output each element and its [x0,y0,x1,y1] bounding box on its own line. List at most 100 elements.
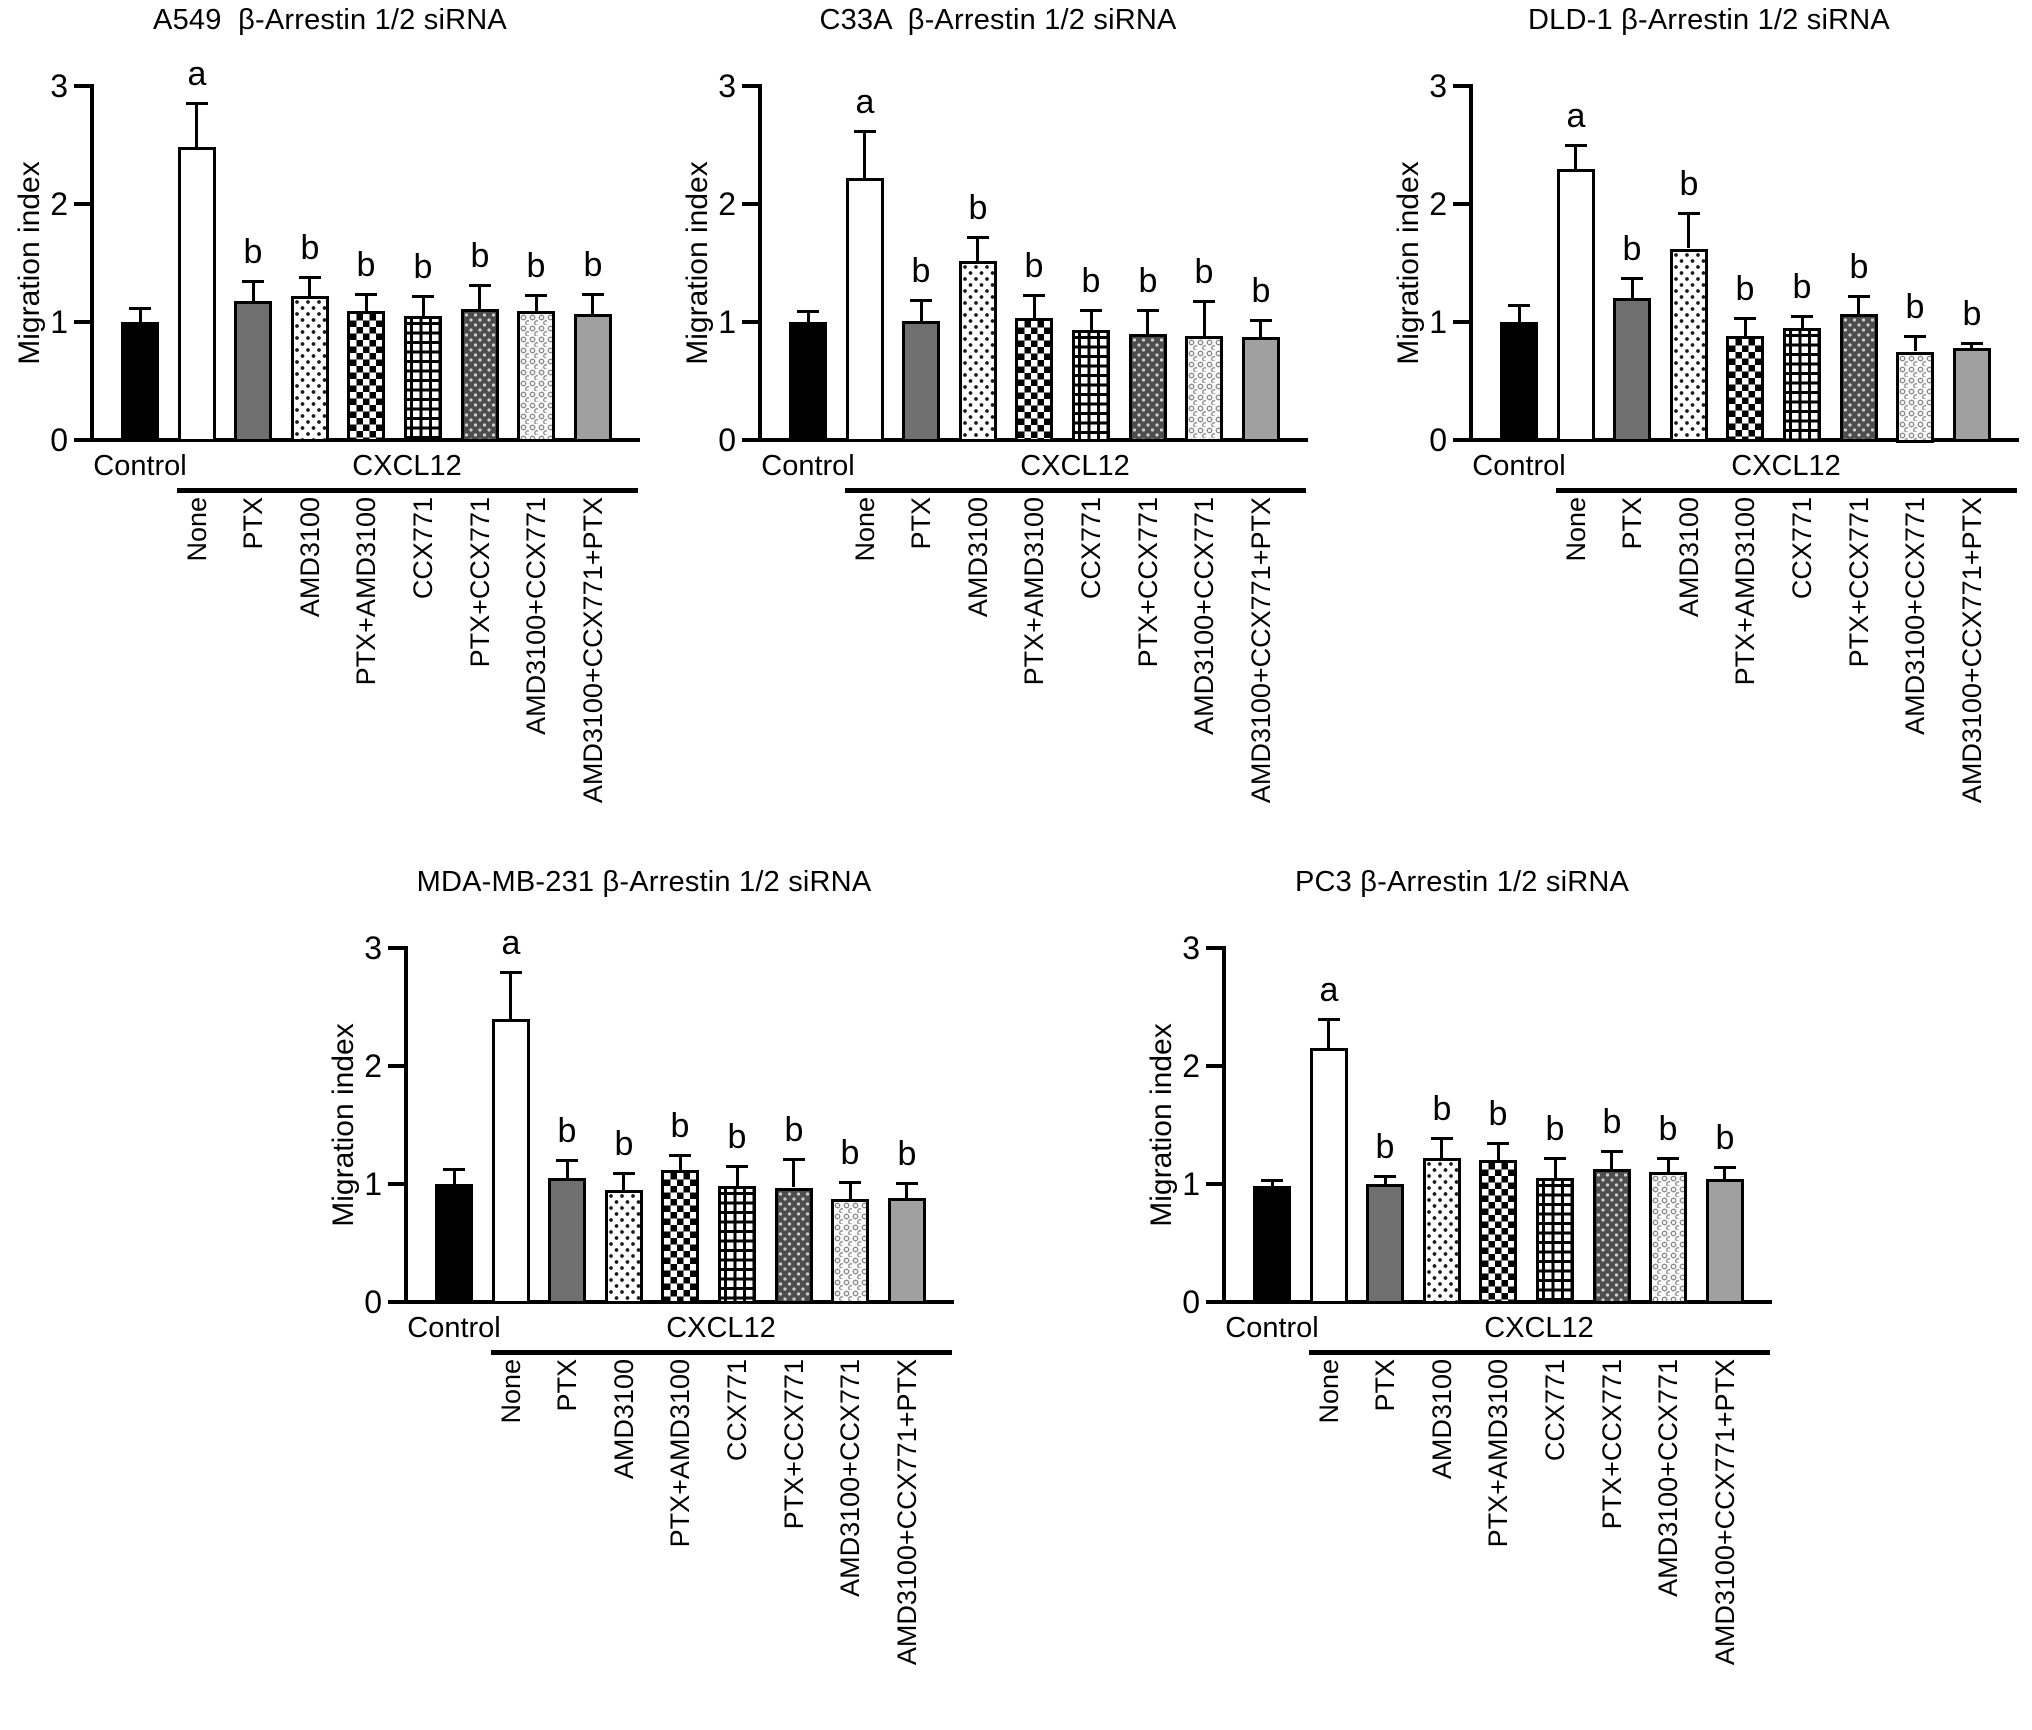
error-bar-stem [478,285,481,309]
error-bar-stem [1146,310,1149,334]
y-tick-label: 2 [364,1048,382,1084]
error-bar-cap [1023,294,1045,297]
y-tick [388,1182,404,1186]
chart-dld1: DLD-1 β-Arrestin 1/2 siRNA Migration ind… [1379,0,2032,868]
error-bar-stem [1033,295,1036,319]
error-bar-stem [1574,145,1577,169]
x-category-label: AMD3100+CCX771 [1900,497,1930,735]
error-bar-stem [1667,1158,1670,1172]
error-bar-cap [1714,1166,1736,1169]
group-label-cxcl12: CXCL12 [1484,1312,1594,1344]
error-bar-stem [566,1160,569,1178]
y-tick-label: 2 [718,186,736,222]
y-tick [1206,1182,1222,1186]
chart-title: DLD-1 β-Arrestin 1/2 siRNA [1528,4,1890,36]
error-bar-cap [500,971,522,974]
sig-letter: b [1545,1110,1565,1148]
error-bar-stem [622,1173,625,1190]
x-category-label: PTX+CCX771 [779,1359,809,1530]
error-bar-stem [1801,316,1804,328]
error-bar-cap [839,1181,861,1184]
group-label-control: Control [1472,450,1566,482]
error-bar-cap [1904,335,1926,338]
error-bar-cap [1487,1142,1509,1145]
bar [718,1186,756,1304]
bar [1613,298,1651,442]
sig-letter: b [840,1134,860,1172]
y-tick [1453,202,1469,206]
x-category-label: AMD3100+CCX771 [521,497,551,735]
sig-letter: b [1905,288,1925,326]
error-bar-stem [849,1182,852,1200]
group-label-cxcl12: CXCL12 [352,450,462,482]
y-tick-label: 3 [50,68,68,104]
error-bar-cap [582,293,604,296]
error-bar-cap [1601,1150,1623,1153]
error-bar-stem [1384,1176,1387,1184]
y-tick-label: 0 [1182,1284,1200,1320]
error-bar-cap [1137,309,1159,312]
sig-letter: b [727,1118,747,1156]
error-bar-stem [1744,318,1747,336]
bar [1366,1184,1404,1304]
bar [574,314,612,442]
group-label-cxcl12: CXCL12 [1020,450,1130,482]
y-axis-line [1222,946,1226,1304]
error-bar-stem [535,295,538,312]
bar [1649,1172,1687,1304]
error-bar-stem [1857,296,1860,314]
sig-letter: b [243,233,263,271]
error-bar-stem [1440,1138,1443,1158]
error-bar-cap [1080,309,1102,312]
sig-letter: b [784,1111,804,1149]
chart-a549: A549 β-Arrestin 1/2 siRNA Migration inde… [0,0,660,868]
error-bar-cap [1250,319,1272,322]
error-bar-stem [1914,336,1917,351]
error-bar-stem [252,281,255,301]
x-category-label: PTX+AMD3100 [1483,1359,1513,1548]
error-bar-stem [308,277,311,296]
x-category-label: None [850,497,880,562]
x-category-label: AMD3100+CCX771 [1653,1359,1683,1597]
sig-letter: a [501,924,521,962]
bar [1479,1160,1517,1304]
y-tick-label: 2 [50,186,68,222]
error-bar-cap [186,102,208,105]
y-tick-label: 0 [718,422,736,458]
y-tick-label: 0 [364,1284,382,1320]
sig-letter: b [968,189,988,227]
bar [1896,352,1934,443]
x-category-label: AMD3100 [963,497,993,618]
bar [1242,337,1280,442]
error-bar-stem [679,1155,682,1170]
error-bar-stem [1723,1167,1726,1179]
sig-letter: b [557,1112,577,1150]
error-bar-cap [1565,144,1587,147]
bar [435,1184,473,1304]
y-tick-label: 3 [718,68,736,104]
x-category-label: AMD3100+CCX771 [1189,497,1219,735]
error-bar-cap [783,1158,805,1161]
error-bar-cap [1318,1018,1340,1021]
bar [347,311,385,442]
error-bar-stem [1610,1151,1613,1169]
sig-letter: a [1319,971,1339,1009]
cxcl12-bracket [1309,1350,1770,1355]
x-category-label: AMD3100+CCX771+PTX [1246,497,1276,804]
bar [1706,1179,1744,1304]
x-category-label: PTX [906,497,936,550]
x-category-label: None [1561,497,1591,562]
bar [1670,249,1708,442]
x-category-label: CCX771 [1787,497,1817,600]
y-tick [742,438,758,442]
x-category-label: AMD3100+CCX771+PTX [578,497,608,804]
y-tick [388,1300,404,1304]
bar [1185,336,1223,442]
bar [846,178,884,442]
x-category-label: AMD3100 [1674,497,1704,618]
y-tick [742,202,758,206]
bar [789,322,827,442]
error-bar-stem [792,1159,795,1187]
x-category-label: AMD3100 [295,497,325,618]
y-tick-label: 3 [1182,930,1200,966]
